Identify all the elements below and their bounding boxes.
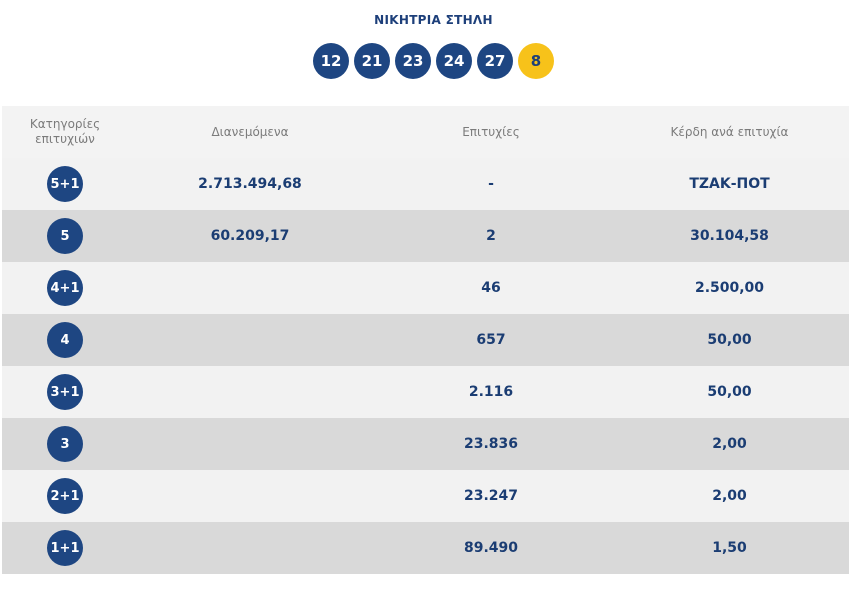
winning-numbers: 12 21 23 24 27 8 [0,43,867,79]
category-badge: 4+1 [47,270,83,306]
table-row: 5 60.209,17 2 30.104,58 [2,210,849,262]
header-category: Κατηγορίες επιτυχιών [29,117,101,146]
prize-cell: 30.104,58 [690,228,769,244]
table-row: 3 23.836 2,00 [2,418,849,470]
winners-cell: 2 [486,228,496,244]
winners-cell: 2.116 [468,384,514,400]
bonus-number-ball: 8 [518,43,554,79]
winning-number-ball: 24 [436,43,472,79]
prize-cell: 50,00 [707,384,752,400]
category-badge: 5+1 [47,166,83,202]
category-badge: 1+1 [47,530,83,566]
prize-cell: ΤΖΑΚ-ΠΟΤ [689,176,770,192]
category-badge: 4 [47,322,83,358]
table-row: 4 657 50,00 [2,314,849,366]
table-header-row: Κατηγορίες επιτυχιών Διανεμόμενα Επιτυχί… [2,106,849,158]
winners-cell: 657 [476,332,506,348]
category-badge: 2+1 [47,478,83,514]
table-row: 3+1 2.116 50,00 [2,366,849,418]
winners-cell: 46 [481,280,501,296]
category-badge: 3+1 [47,374,83,410]
header-distributed: Διανεμόμενα [211,125,289,139]
table-row: 1+1 89.490 1,50 [2,522,849,574]
prize-cell: 2,00 [712,436,747,452]
table-row: 5+1 2.713.494,68 - ΤΖΑΚ-ΠΟΤ [2,158,849,210]
winners-cell: 23.247 [463,488,519,504]
distributed-cell: 2.713.494,68 [198,176,302,192]
winning-column-title: ΝΙΚΗΤΡΙΑ ΣΤΗΛΗ [374,13,493,27]
prize-cell: 2,00 [712,488,747,504]
header-winners: Επιτυχίες [462,125,520,139]
winning-number-ball: 27 [477,43,513,79]
category-badge: 5 [47,218,83,254]
winners-cell: 89.490 [463,540,519,556]
prize-cell: 50,00 [707,332,752,348]
header-prize: Κέρδη ανά επιτυχία [670,125,789,139]
winners-cell: 23.836 [463,436,519,452]
prize-table: Κατηγορίες επιτυχιών Διανεμόμενα Επιτυχί… [2,106,849,574]
prize-cell: 2.500,00 [694,280,765,296]
prize-cell: 1,50 [712,540,747,556]
winning-number-ball: 21 [354,43,390,79]
category-badge: 3 [47,426,83,462]
winning-number-ball: 23 [395,43,431,79]
winning-number-ball: 12 [313,43,349,79]
distributed-cell: 60.209,17 [210,228,290,244]
table-row: 2+1 23.247 2,00 [2,470,849,522]
winners-cell: - [488,176,494,192]
table-row: 4+1 46 2.500,00 [2,262,849,314]
